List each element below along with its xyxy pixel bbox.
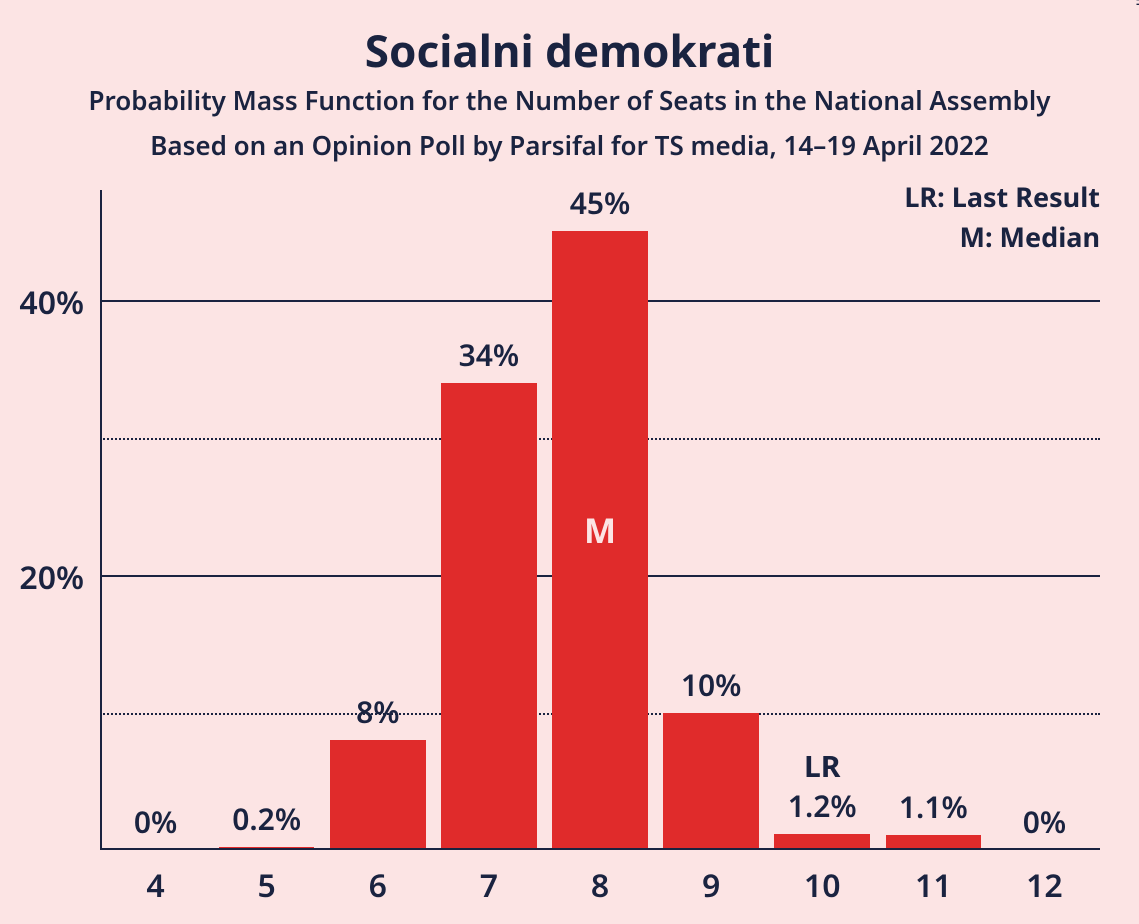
x-tick-label: 6 xyxy=(322,864,433,907)
chart-canvas: Socialni demokrati Probability Mass Func… xyxy=(0,0,1139,924)
median-label: M xyxy=(552,507,648,553)
bar xyxy=(441,383,537,851)
bar xyxy=(663,713,759,851)
bar-value-label: 34% xyxy=(433,334,544,375)
bar xyxy=(330,740,426,850)
chart-subtitle-2: Based on an Opinion Poll by Parsifal for… xyxy=(0,127,1139,163)
x-tick-label: 12 xyxy=(989,864,1100,907)
bar-value-label: 1.1% xyxy=(878,786,989,827)
bar-value-label: 45% xyxy=(544,182,655,223)
x-tick-label: 5 xyxy=(211,864,322,907)
lr-label: LR xyxy=(767,745,878,786)
bar-value-label: 1.2% xyxy=(767,785,878,826)
bar-value-label: 0% xyxy=(100,801,211,842)
x-tick-label: 9 xyxy=(656,864,767,907)
x-tick-label: 4 xyxy=(100,864,211,907)
y-tick-label: 20% xyxy=(0,556,84,599)
x-tick-label: 10 xyxy=(767,864,878,907)
bar-value-label: 0.2% xyxy=(211,798,322,839)
bar-value-label: 0% xyxy=(989,801,1100,842)
bar-value-label: 8% xyxy=(322,691,433,732)
x-tick-label: 8 xyxy=(544,864,655,907)
copyright-text: © 2022 Filip van Laenen xyxy=(1133,0,1139,6)
chart-title: Socialni demokrati xyxy=(0,20,1139,80)
bar-value-label: 10% xyxy=(656,664,767,705)
x-tick-label: 11 xyxy=(878,864,989,907)
chart-subtitle-1: Probability Mass Function for the Number… xyxy=(0,82,1139,118)
y-axis xyxy=(100,190,102,850)
plot-area: 0%0.2%8%34%45%M10%LR1.2%1.1%0% xyxy=(100,190,1100,850)
y-tick-label: 40% xyxy=(0,281,84,324)
x-axis xyxy=(100,848,1100,850)
x-tick-label: 7 xyxy=(433,864,544,907)
